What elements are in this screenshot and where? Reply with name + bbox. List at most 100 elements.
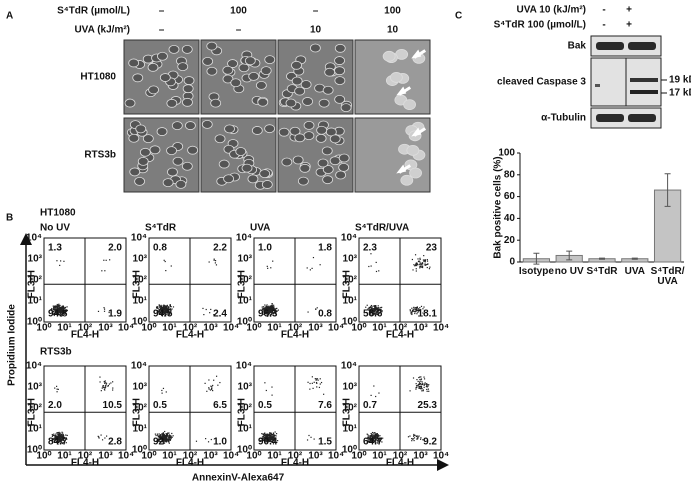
x-tick-label: 10¹ <box>267 323 282 334</box>
event-dot <box>108 383 111 385</box>
event-dot <box>375 433 378 435</box>
event-dot <box>426 383 428 385</box>
event-dot <box>165 391 167 393</box>
event-dot <box>426 384 428 386</box>
event-dot <box>423 383 426 385</box>
event-dot <box>422 383 424 386</box>
event-dot <box>411 313 413 316</box>
event-dot <box>418 308 420 310</box>
event-dot <box>210 438 212 441</box>
y-tick-label: 10³ <box>343 382 358 393</box>
event-dot <box>162 436 164 439</box>
event-dot <box>160 438 162 440</box>
cell <box>257 97 269 107</box>
event-dot <box>375 434 377 436</box>
event-dot <box>375 312 377 314</box>
cell <box>334 56 345 65</box>
event-dot <box>260 440 262 442</box>
event-dot <box>166 310 168 312</box>
y-tick-label: 10⁴ <box>236 233 252 244</box>
event-dot <box>369 312 371 314</box>
event-dot <box>268 440 270 443</box>
cell <box>289 126 301 136</box>
event-dot <box>273 436 275 438</box>
event-dot <box>160 308 162 310</box>
condition-value: 100 <box>384 6 401 17</box>
cell <box>324 67 336 77</box>
event-dot <box>60 309 63 311</box>
event-dot <box>270 440 272 443</box>
error-bar <box>533 252 540 265</box>
event-dot <box>160 441 162 443</box>
event-dot <box>272 440 274 442</box>
blot-label: cleaved Caspase 3 <box>497 77 586 88</box>
event-dot <box>373 308 376 311</box>
event-dot <box>377 307 380 309</box>
event-dot <box>370 311 372 313</box>
event-dot <box>105 384 107 386</box>
event-dot <box>160 307 162 309</box>
event-dot <box>271 302 273 305</box>
event-dot <box>164 310 166 313</box>
cell <box>382 50 396 62</box>
event-dot <box>368 440 371 442</box>
event-dot <box>269 438 272 440</box>
event-dot <box>264 312 266 315</box>
event-dot <box>367 437 369 439</box>
plot-y-label: FL3-H <box>27 270 38 298</box>
condition-value: – <box>159 25 165 36</box>
event-dot <box>54 439 56 441</box>
quadrant-percent: 2.0 <box>48 400 62 411</box>
cell <box>329 134 341 144</box>
event-dot <box>319 383 321 385</box>
event-dot <box>168 442 170 444</box>
event-dot <box>371 314 373 316</box>
band <box>596 42 624 50</box>
event-dot <box>276 310 278 312</box>
event-dot <box>63 440 65 442</box>
plot-x-label: FL4-H <box>281 458 309 469</box>
event-dot <box>219 381 221 384</box>
event-dot <box>167 438 169 441</box>
event-dot <box>373 308 375 310</box>
cell <box>334 95 346 104</box>
event-dot <box>157 310 159 312</box>
event-dot <box>214 260 217 262</box>
event-dot <box>166 436 168 438</box>
event-dot <box>426 260 429 262</box>
event-dot <box>55 310 57 312</box>
event-dot <box>212 384 214 387</box>
y-tick-label: 10⁰ <box>132 445 147 456</box>
event-dot <box>415 383 417 385</box>
event-dot <box>313 438 315 440</box>
cell <box>157 51 168 61</box>
event-dot <box>104 387 106 389</box>
event-dot <box>57 439 60 441</box>
event-dot <box>103 388 105 390</box>
quadrant-percent: 0.8 <box>153 243 167 254</box>
cell <box>142 134 154 144</box>
event-dot <box>367 441 370 443</box>
event-dot <box>373 305 375 307</box>
event-dot <box>97 310 100 313</box>
event-dot <box>264 307 266 309</box>
event-dot <box>420 305 423 308</box>
event-dot <box>103 386 105 389</box>
cell <box>321 146 333 156</box>
event-dot <box>55 312 58 314</box>
event-dot <box>270 313 273 316</box>
event-dot <box>419 378 421 381</box>
event-dot <box>157 438 159 440</box>
cell <box>166 98 178 108</box>
event-dot <box>266 433 268 435</box>
event-dot <box>169 305 171 308</box>
event-dot <box>53 433 55 435</box>
event-dot <box>158 304 160 306</box>
event-dot <box>261 437 263 439</box>
event-dot <box>156 433 158 435</box>
event-dot <box>424 382 426 384</box>
cell <box>285 98 297 108</box>
event-dot <box>374 313 376 315</box>
event-dot <box>418 383 420 386</box>
